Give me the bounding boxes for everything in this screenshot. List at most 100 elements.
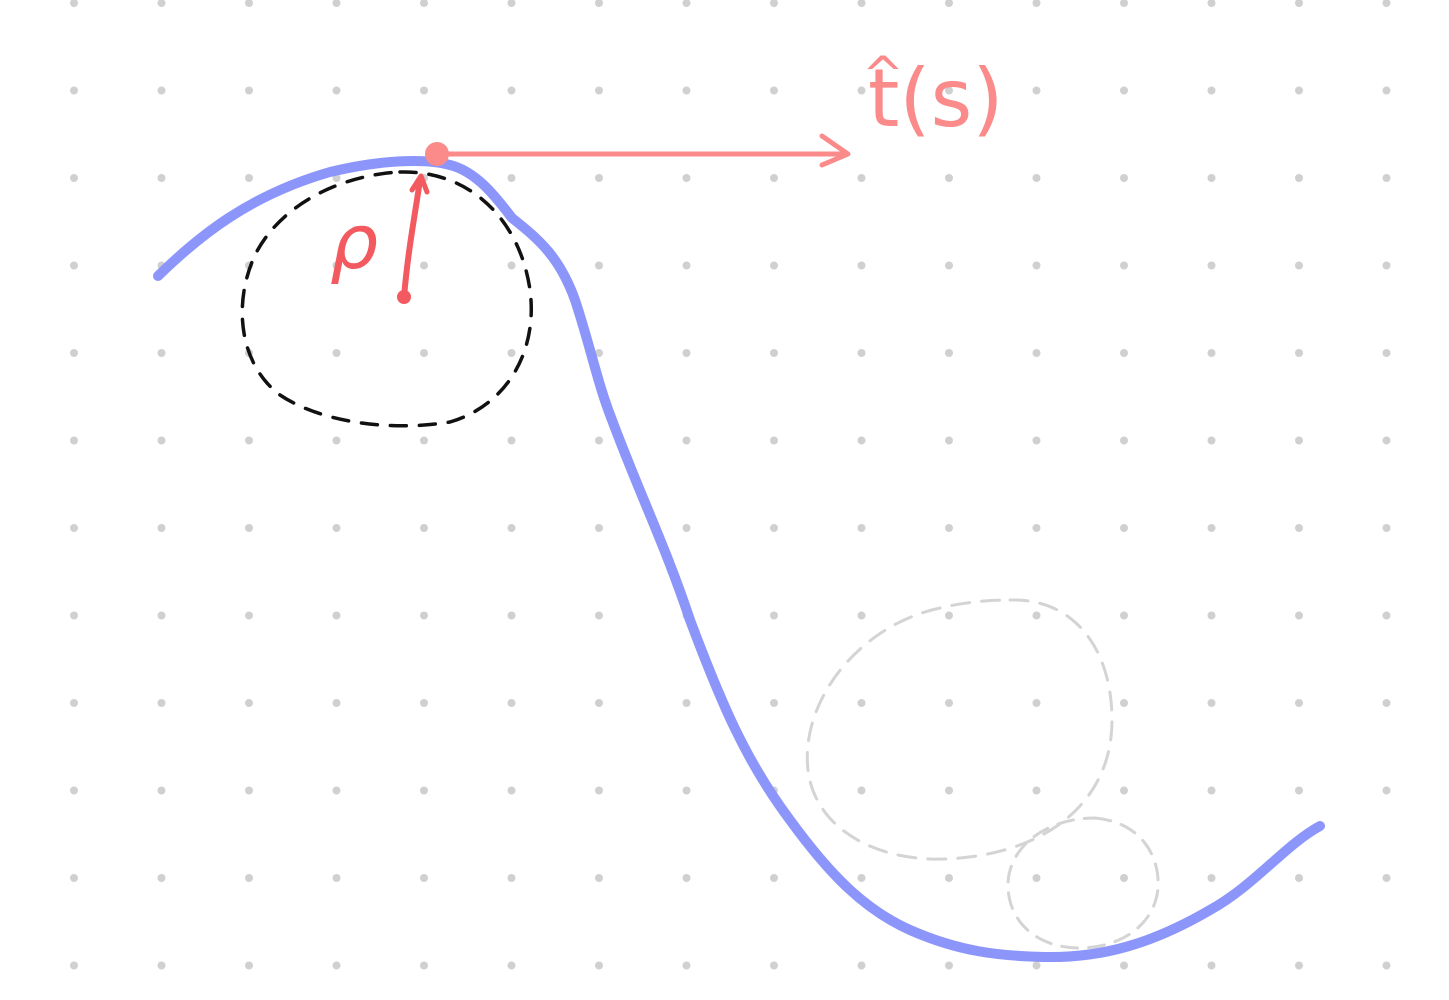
grid-dot — [245, 86, 253, 95]
grid-dot — [1207, 436, 1216, 445]
grid-dot — [507, 611, 516, 620]
grid-dot — [857, 524, 866, 532]
grid-dot — [595, 786, 603, 795]
grid-dot — [507, 786, 516, 795]
grid-dot — [157, 961, 166, 970]
grid-dot — [70, 0, 78, 7]
grid-dot — [770, 261, 778, 270]
grid-dot — [1295, 874, 1303, 882]
grid-dot — [420, 786, 428, 795]
grid-dot — [595, 699, 603, 707]
grid-dot — [682, 174, 691, 182]
grid-dot — [770, 86, 778, 95]
grid-dot — [1032, 0, 1041, 7]
grid-dot — [1382, 436, 1391, 445]
grid-dot — [507, 524, 516, 532]
grid-dot — [682, 86, 691, 95]
grid-dot — [245, 961, 253, 970]
grid-dot — [1295, 961, 1303, 970]
grid-dot — [1207, 874, 1216, 882]
grid-dot — [1032, 961, 1041, 970]
tangent-label: t(s) — [868, 52, 1003, 145]
grid-dot — [1207, 611, 1216, 620]
grid-dot — [332, 261, 341, 270]
grid-dot — [857, 261, 866, 270]
grid-dot — [157, 699, 166, 707]
grid-dot — [857, 611, 866, 620]
grid-dot — [1207, 961, 1216, 970]
faint-circle-small — [1006, 816, 1160, 950]
grid-dot — [1120, 349, 1128, 357]
grid-dot — [1120, 961, 1128, 970]
grid-dot — [70, 699, 78, 707]
grid-dot — [595, 611, 603, 620]
grid-dot — [682, 0, 691, 7]
grid-dot — [1207, 786, 1216, 795]
grid-dot — [1032, 261, 1041, 270]
grid-dot — [507, 86, 516, 95]
grid-dot — [595, 874, 603, 882]
grid-dot — [1120, 174, 1128, 182]
grid-dot — [770, 611, 778, 620]
grid-dot — [507, 174, 516, 182]
grid-dot — [1295, 524, 1303, 532]
grid-dot — [332, 961, 341, 970]
grid-dot — [157, 349, 166, 357]
grid-dot — [595, 174, 603, 182]
grid-dot — [420, 961, 428, 970]
grid-dot — [332, 0, 341, 7]
grid-dot — [770, 436, 778, 445]
grid-dot — [332, 786, 341, 795]
grid-dot — [420, 874, 428, 882]
grid-dot — [507, 349, 516, 357]
grid-dot — [770, 524, 778, 532]
grid-dot — [1120, 524, 1128, 532]
grid-dot — [1207, 0, 1216, 7]
grid-dot — [332, 524, 341, 532]
grid-dot — [1120, 436, 1128, 445]
grid-dot — [245, 611, 253, 620]
grid-dot — [1120, 86, 1128, 95]
grid-dot — [1207, 174, 1216, 182]
grid-dot — [1032, 786, 1041, 795]
grid-dot — [595, 524, 603, 532]
grid-dot — [507, 0, 516, 7]
grid-dot — [1295, 786, 1303, 795]
grid-dot — [1295, 436, 1303, 445]
grid-dot — [1032, 874, 1041, 882]
grid-dot — [1382, 874, 1391, 882]
grid-dot — [1382, 699, 1391, 707]
grid-dot — [1295, 611, 1303, 620]
grid-dot — [332, 611, 341, 620]
grid-dot — [1120, 874, 1128, 882]
grid-dot — [770, 874, 778, 882]
grid-dot — [332, 349, 341, 357]
tangent-vector — [434, 133, 851, 168]
grid-dot — [857, 349, 866, 357]
grid-dot — [420, 436, 428, 445]
grid-dot — [1032, 436, 1041, 445]
grid-dot — [595, 961, 603, 970]
grid-dot — [1032, 174, 1041, 182]
grid-dot — [1295, 0, 1303, 7]
grid-dot — [245, 436, 253, 445]
grid-dot — [245, 524, 253, 532]
grid-dot — [332, 436, 341, 445]
grid-dot — [157, 611, 166, 620]
tangent-hat: ^ — [862, 46, 904, 104]
grid-dot — [70, 174, 78, 182]
grid-dot — [1382, 524, 1391, 532]
grid-dot — [945, 874, 953, 882]
grid-dot — [245, 0, 253, 7]
grid-dot — [945, 699, 953, 707]
grid-dot — [507, 874, 516, 882]
grid-dot — [945, 961, 953, 970]
grid-dot — [770, 961, 778, 970]
grid-dot — [857, 86, 866, 95]
grid-dot — [945, 611, 953, 620]
grid-dot — [770, 349, 778, 357]
grid-dot — [1207, 349, 1216, 357]
grid-dot — [70, 524, 78, 532]
grid-dot — [70, 436, 78, 445]
